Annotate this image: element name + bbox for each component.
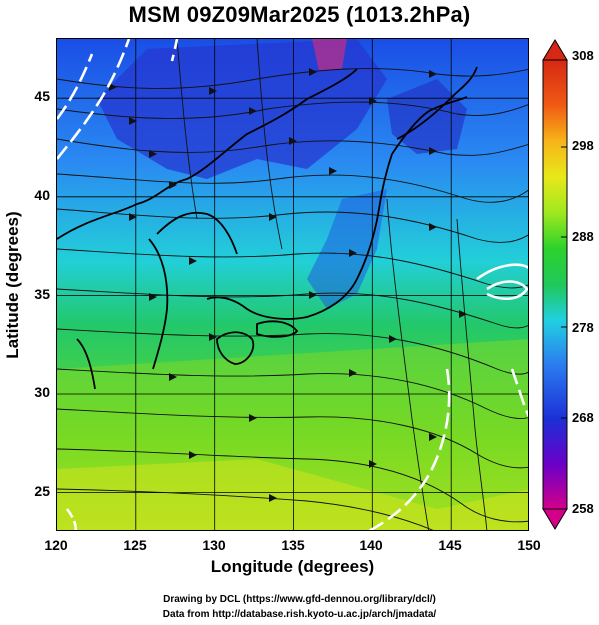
colorbar-tick-label: 308 bbox=[572, 48, 594, 63]
x-tick-label: 125 bbox=[123, 537, 147, 553]
colorbar-tick-label: 258 bbox=[572, 501, 594, 516]
credit-drawing: Drawing by DCL (https://www.gfd-dennou.o… bbox=[163, 594, 436, 605]
coastlines bbox=[57, 66, 478, 390]
hokkaido-cold-region bbox=[387, 79, 467, 154]
x-tick-label: 120 bbox=[44, 537, 68, 553]
chart-title: MSM 09Z09Mar2025 (1013.2hPa) bbox=[128, 2, 471, 27]
colorbar-tick-label: 278 bbox=[572, 320, 594, 335]
colorbar-max-arrow bbox=[542, 39, 568, 61]
colorbar-tick-label: 288 bbox=[572, 229, 594, 244]
temperature-contours bbox=[57, 39, 528, 530]
very-cold-region bbox=[312, 39, 347, 71]
y-tick-label: 45 bbox=[34, 88, 50, 104]
graticule bbox=[57, 39, 528, 530]
y-tick-label: 30 bbox=[34, 384, 50, 400]
y-tick-label: 40 bbox=[34, 187, 50, 203]
x-tick-label: 145 bbox=[438, 537, 462, 553]
x-tick-label: 140 bbox=[359, 537, 383, 553]
x-tick-label: 130 bbox=[202, 537, 226, 553]
map-plot-area bbox=[56, 38, 529, 531]
y-axis-title: Latitude (degrees) bbox=[3, 211, 22, 359]
temperature-map bbox=[57, 39, 528, 530]
y-tick-label: 35 bbox=[34, 286, 50, 302]
streamlines bbox=[57, 39, 528, 530]
x-tick-label: 150 bbox=[517, 537, 541, 553]
x-axis-title: Longitude (degrees) bbox=[210, 557, 375, 576]
credit-data-source: Data from http://database.rish.kyoto-u.a… bbox=[162, 609, 437, 620]
x-tick-label: 135 bbox=[281, 537, 305, 553]
stream-arrows bbox=[109, 68, 467, 502]
colorbar-min-arrow bbox=[542, 508, 568, 530]
y-tick-label: 25 bbox=[34, 483, 50, 499]
honshu-cold-region bbox=[307, 189, 387, 309]
colorbar-graphic bbox=[542, 39, 568, 530]
colorbar-tick-label: 298 bbox=[572, 138, 594, 153]
colorbar bbox=[541, 38, 569, 531]
colorbar-ramp bbox=[542, 59, 568, 510]
warmest-region bbox=[57, 459, 528, 530]
cold-region bbox=[97, 39, 387, 179]
colorbar-tick-label: 268 bbox=[572, 410, 594, 425]
